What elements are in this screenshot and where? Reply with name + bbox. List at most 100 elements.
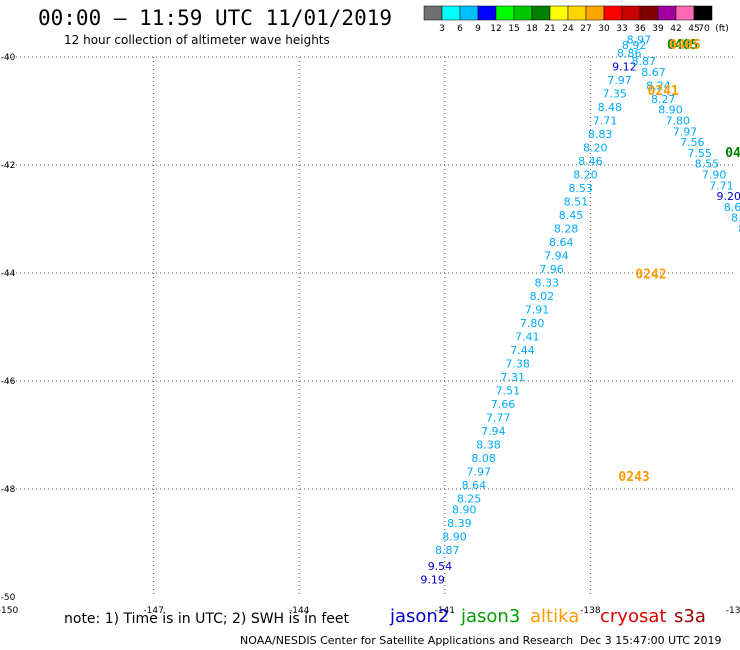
swh-data-label: 9.20	[716, 190, 740, 203]
swh-data-label: 8.64	[462, 479, 487, 492]
swh-data-label: 8.28	[554, 223, 579, 236]
colorbar-tick-label: 39	[652, 24, 664, 34]
colorbar-swatch	[621, 5, 641, 21]
wave-height-labels: 9.199.548.878.908.398.908.258.647.978.08…	[420, 34, 740, 587]
swh-data-label: 7.55	[687, 147, 712, 160]
colorbar-swatch	[459, 5, 479, 21]
x-tick-label: -147	[143, 606, 163, 616]
legend-altika: altika	[530, 606, 580, 627]
swh-data-label: 8.87	[632, 55, 657, 68]
colorbar-tick-label: 12	[490, 24, 501, 34]
x-tick-label: -150	[0, 606, 18, 616]
swh-data-label: 7.66	[491, 398, 516, 411]
swh-data-label: 7.94	[481, 425, 506, 438]
chart-title: 00:00 – 11:59 UTC 11/01/2019	[38, 6, 393, 30]
swh-data-label: 8.48	[598, 101, 623, 114]
colorbar-tick-label: 6	[457, 24, 463, 34]
swh-data-label: 7.90	[702, 169, 727, 182]
colorbar-unit-label: (ft)	[715, 24, 729, 34]
swh-data-label: 8.08	[471, 452, 496, 465]
colorbar-tick-label: 15	[508, 24, 519, 34]
pass-time-label: 0242	[635, 267, 666, 282]
swh-data-label: 7.97	[673, 125, 698, 138]
chart-subtitle: 12 hour collection of altimeter wave hei…	[64, 33, 330, 47]
swh-data-label: 8.27	[651, 93, 676, 106]
colorbar-tick-label: 27	[580, 24, 591, 34]
swh-data-label: 8.20	[583, 142, 608, 155]
swh-data-label: 8.90	[658, 104, 683, 117]
swh-data-label: 8.46	[578, 155, 603, 168]
swh-data-label: 8.38	[476, 439, 501, 452]
colorbar-tick-label: 21	[544, 24, 555, 34]
swh-data-label: 8.64	[549, 236, 574, 249]
swh-data-label: 8.90	[452, 503, 477, 516]
swh-data-label: 8.39	[447, 517, 472, 530]
credit-text: NOAA/NESDIS Center for Satellite Applica…	[240, 634, 574, 647]
swh-data-label: 8.51	[564, 196, 589, 209]
swh-data-label: 7.97	[607, 74, 632, 87]
swh-data-label: 7.44	[510, 344, 535, 357]
swh-data-label: 8.02	[530, 290, 555, 303]
colorbar-swatch	[531, 5, 551, 21]
swh-data-label: 8.55	[695, 158, 720, 171]
swh-data-label: 8.87	[435, 544, 460, 557]
grid-lines	[8, 56, 736, 597]
y-tick-label: -42	[1, 161, 16, 171]
legend-jason3: jason3	[461, 606, 521, 627]
swh-data-label: 8.53	[568, 182, 593, 195]
swh-data-label: 7.97	[467, 466, 492, 479]
swh-data-label: 8.92	[622, 39, 647, 52]
y-tick-label: -44	[1, 269, 16, 279]
colorbar-tick-label: 9	[475, 24, 481, 34]
colorbar-tick-label: 24	[562, 24, 574, 34]
pass-time-label: 0241	[648, 84, 679, 99]
colorbar-swatch	[639, 5, 659, 21]
x-tick-label: -141	[435, 606, 455, 616]
swh-data-label: 7.71	[709, 179, 734, 192]
colorbar-tick-label: 42	[670, 24, 681, 34]
colorbar-swatch	[603, 5, 623, 21]
swh-data-label: 9.54	[428, 560, 453, 573]
swh-data-label: 7.77	[486, 412, 511, 425]
colorbar-tick-label: 18	[526, 24, 538, 34]
swh-data-label: 8.83	[588, 128, 613, 141]
swh-data-label: 7.80	[666, 115, 691, 128]
swh-data-label: 8.53	[731, 212, 740, 225]
y-tick-label: -40	[1, 53, 16, 63]
colorbar-tick-label: 33	[616, 24, 627, 34]
swh-data-label: 7.31	[500, 371, 525, 384]
swh-data-label: 8.97	[627, 34, 652, 47]
colorbar-swatch	[495, 5, 515, 21]
y-tick-label: -50	[1, 593, 16, 603]
swh-data-label: 8.86	[617, 47, 642, 60]
swh-data-label: 7.38	[505, 358, 530, 371]
footer-note: note: 1) Time is in UTC; 2) SWH is in fe…	[64, 611, 350, 627]
colorbar-swatch	[423, 5, 443, 21]
y-tick-label: -48	[1, 485, 16, 495]
colorbar-swatch	[441, 5, 461, 21]
colorbar-swatch	[675, 5, 695, 21]
swh-data-label: 8.60	[724, 201, 740, 214]
x-tick-label: -138	[580, 606, 601, 616]
x-tick-label: -144	[289, 606, 310, 616]
colorbar-swatch	[513, 5, 533, 21]
colorbar-tick-label: 30	[598, 24, 610, 34]
colorbar-swatch	[585, 5, 605, 21]
colorbar-tick-label: 3	[439, 24, 445, 34]
swh-data-label: 7.80	[520, 317, 545, 330]
colorbar-swatch	[657, 5, 677, 21]
legend-jason2: jason2	[390, 606, 450, 627]
pass-time-label: 0243	[618, 470, 649, 485]
pass-time-label: 0405	[669, 38, 700, 53]
colorbar-tick-label: 45	[688, 24, 699, 34]
y-tick-label: -46	[1, 377, 16, 387]
colorbar-swatch	[693, 5, 713, 21]
colorbar-swatch	[477, 5, 497, 21]
legend-cryosat: cryosat	[600, 606, 667, 627]
colorbar-swatch	[567, 5, 587, 21]
colorbar-swatch	[549, 5, 569, 21]
swh-data-label: 8.45	[559, 209, 584, 222]
swh-data-label: 8.20	[573, 169, 598, 182]
